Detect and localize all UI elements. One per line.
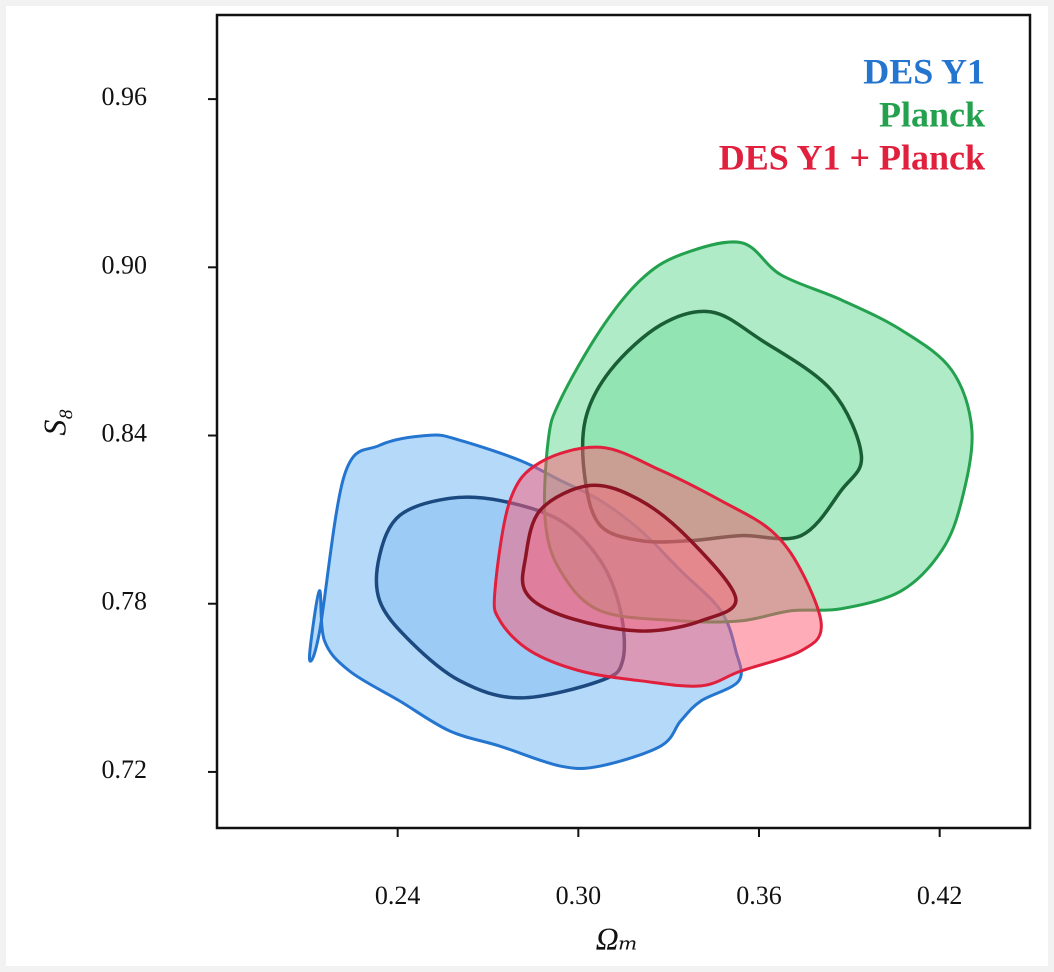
x-tick-label: 0.24 (375, 881, 421, 910)
legend-entry: Planck (879, 94, 985, 134)
y-tick-label: 0.96 (102, 82, 148, 111)
x-tick-label: 0.42 (917, 881, 963, 910)
y-tick-label: 0.72 (102, 755, 148, 784)
plot-frame (215, 13, 1032, 830)
x-axis-label: Ωₘ (596, 920, 639, 956)
legend-entry: DES Y1 (863, 51, 985, 91)
y-tick-label: 0.78 (102, 587, 148, 616)
contour-outer (492, 445, 823, 688)
x-tick-label: 0.36 (736, 881, 782, 910)
legend-entry: DES Y1 + Planck (719, 137, 985, 177)
y-axis-label: S₈ (36, 408, 72, 435)
y-tick-label: 0.84 (102, 418, 148, 447)
x-tick-label: 0.30 (556, 881, 602, 910)
contour-inner (520, 483, 738, 633)
y-tick-label: 0.90 (102, 250, 148, 279)
